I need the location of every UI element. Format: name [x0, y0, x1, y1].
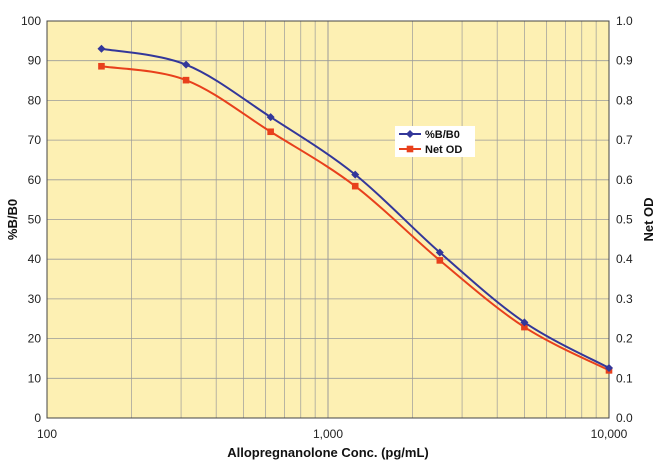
x-tick-label: 10,000 — [591, 427, 628, 441]
y2-tick-label: 0.6 — [616, 173, 633, 187]
y-tick-label: 60 — [28, 173, 42, 187]
legend-label: Net OD — [425, 144, 462, 156]
data-point — [97, 44, 106, 53]
series-percent-b-b0 — [97, 44, 613, 372]
y2-tick-label: 0.1 — [616, 371, 633, 385]
y2-tick-label: 0.5 — [616, 213, 633, 227]
data-point — [436, 257, 444, 264]
y-tick-label: 20 — [28, 332, 42, 346]
y-tick-label: 0 — [34, 411, 41, 425]
y2-axis-label: Net OD — [641, 197, 656, 241]
y2-tick-label: 0.9 — [616, 54, 633, 68]
data-point — [520, 318, 529, 327]
y-tick-label: 50 — [28, 213, 42, 227]
data-point — [98, 62, 105, 70]
data-point — [435, 248, 444, 257]
y-tick-label: 40 — [28, 252, 42, 266]
y-tick-label: 10 — [28, 371, 42, 385]
y2-tick-label: 0.2 — [616, 332, 633, 346]
legend-marker — [406, 130, 414, 138]
y-tick-label: 70 — [28, 133, 42, 147]
data-point — [266, 113, 275, 122]
data-point — [605, 363, 613, 372]
data-point — [182, 60, 191, 69]
legend: %B/B0 Net OD — [395, 126, 475, 157]
y-tick-label: 30 — [28, 292, 42, 306]
data-point — [182, 76, 190, 84]
y2-tick-label: 0.3 — [616, 292, 633, 306]
series-layer — [97, 44, 613, 374]
y2-tick-label: 0.7 — [616, 133, 633, 147]
data-point — [521, 323, 528, 331]
y2-tick-label: 0.0 — [616, 411, 633, 425]
x-tick-label: 100 — [37, 427, 57, 441]
x-tick-label: 1,000 — [313, 427, 343, 441]
y-axis-label: %B/B0 — [5, 199, 20, 240]
y2-tick-label: 0.4 — [616, 252, 633, 266]
series-net-od — [98, 62, 613, 374]
tick-labels: 0 10 20 30 40 50 60 70 80 90 100 0.0 0.1 0.2 0.3 0.4 0.5… — [21, 14, 633, 441]
y2-tick-label: 0.8 — [616, 93, 633, 107]
plot-border — [46, 20, 610, 419]
x-axis-label: Allopregnanolone Conc. (pg/mL) — [227, 445, 429, 460]
data-point — [267, 128, 274, 136]
data-point — [351, 170, 360, 179]
y2-tick-label: 1.0 — [616, 14, 633, 28]
y-tick-label: 100 — [21, 14, 41, 28]
legend-marker — [406, 145, 414, 153]
y-tick-label: 80 — [28, 93, 42, 107]
grid-lines — [47, 20, 609, 419]
legend-label: %B/B0 — [425, 129, 460, 141]
data-point — [351, 182, 359, 190]
y-tick-label: 90 — [28, 54, 42, 68]
